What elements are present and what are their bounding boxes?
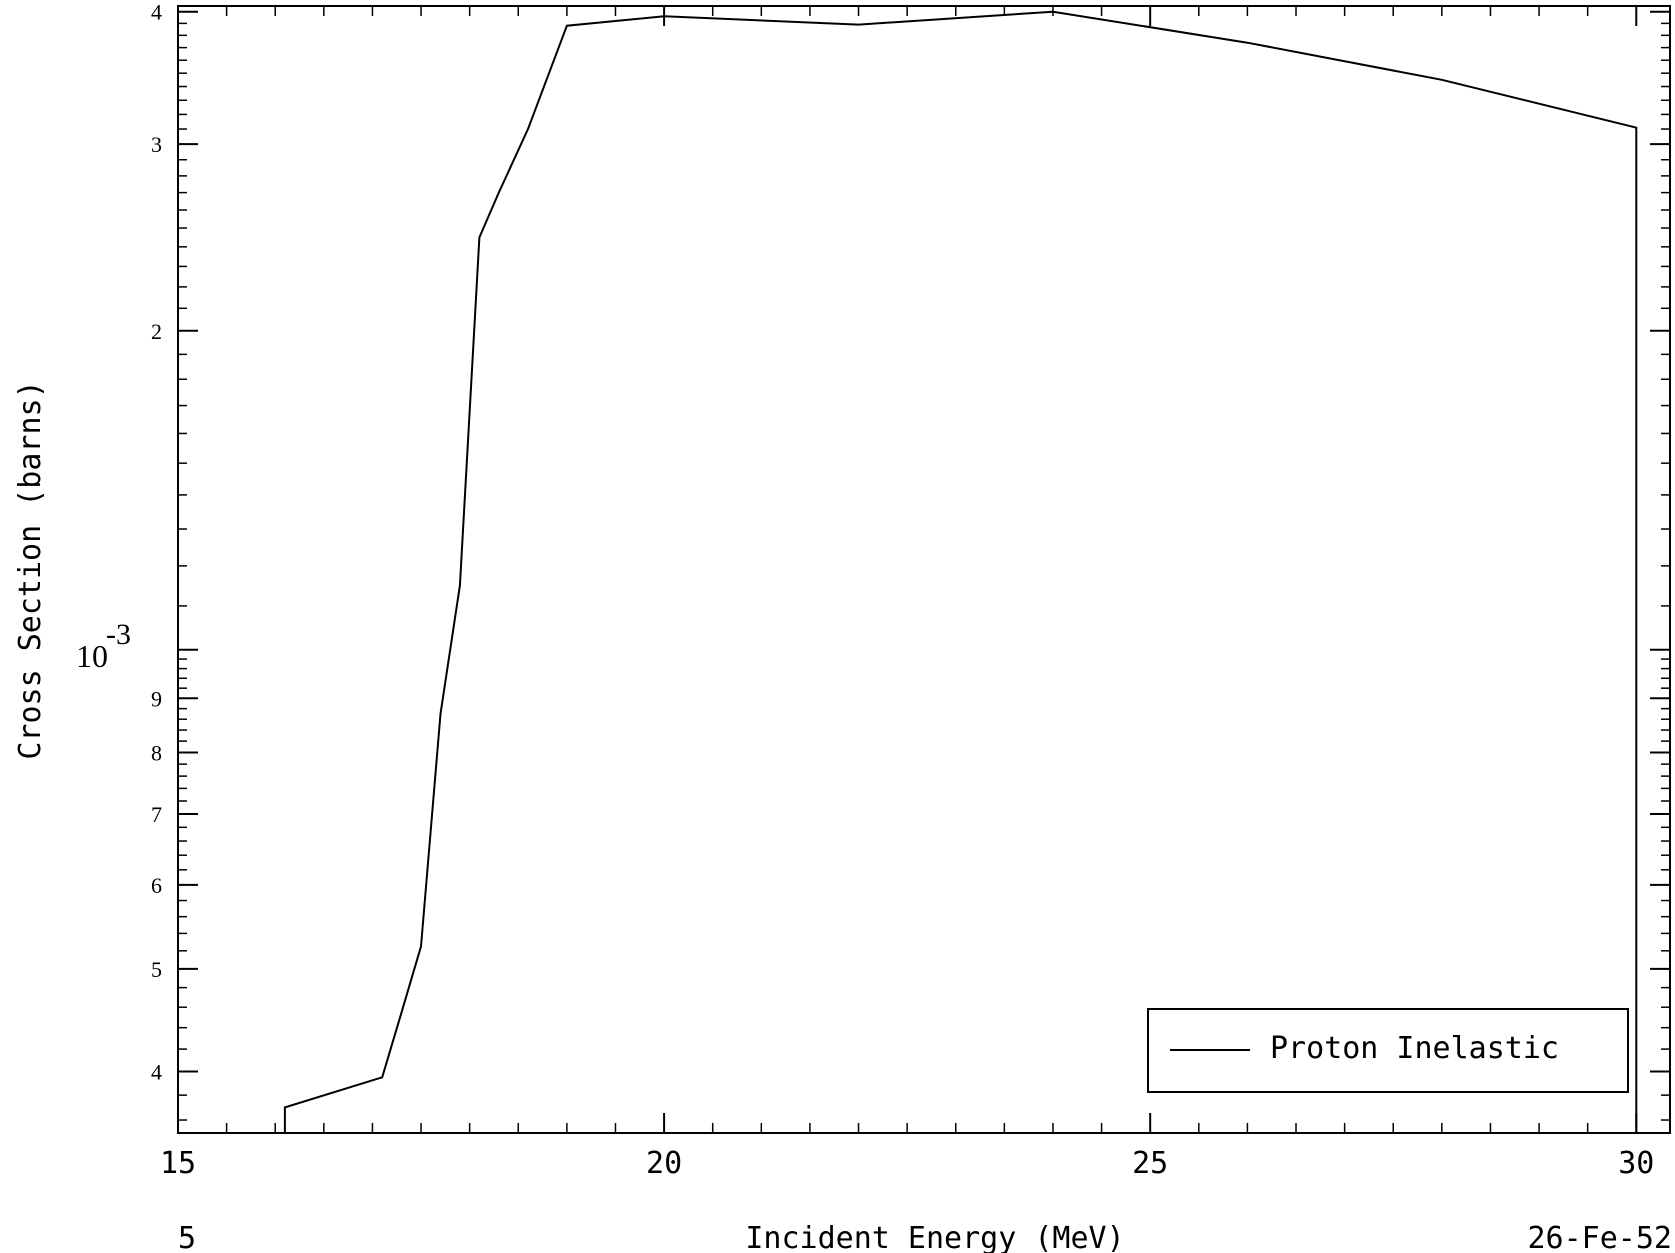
y-decade-base: 10 — [76, 638, 108, 674]
legend-label: Proton Inelastic — [1270, 1031, 1559, 1066]
x-tick-label: 30 — [1618, 1146, 1654, 1181]
y-tick-label: 6 — [151, 873, 162, 898]
y-axis-label: Cross Section (barns) — [13, 380, 48, 759]
y-tick-label: 7 — [151, 802, 162, 827]
corner-label-right: 26-Fe-52 — [1528, 1221, 1673, 1253]
x-tick-label: 20 — [646, 1146, 682, 1181]
series-line-proton-inelastic — [283, 10, 1638, 1133]
y-tick-label: 4 — [151, 1060, 162, 1085]
y-decade-exponent: -3 — [106, 618, 131, 651]
x-axis-label: Incident Energy (MeV) — [745, 1221, 1124, 1253]
corner-label-left: 5 — [178, 1221, 196, 1253]
x-tick-label: 15 — [160, 1146, 196, 1181]
x-axis-ticks: 15 20 25 30 — [160, 6, 1654, 1181]
y-tick-label: 4 — [151, 0, 162, 25]
y-tick-label: 5 — [151, 957, 162, 982]
y-tick-label: 2 — [151, 319, 162, 344]
y-axis-ticks: 4 5 6 7 8 9 2 3 4 — [151, 0, 1670, 1121]
y-tick-label: 9 — [151, 686, 162, 711]
y-tick-label: 8 — [151, 741, 162, 766]
y-tick-label: 3 — [151, 132, 162, 157]
x-tick-label: 25 — [1132, 1146, 1168, 1181]
legend: Proton Inelastic — [1147, 1008, 1629, 1093]
plot-frame — [177, 5, 1671, 1134]
